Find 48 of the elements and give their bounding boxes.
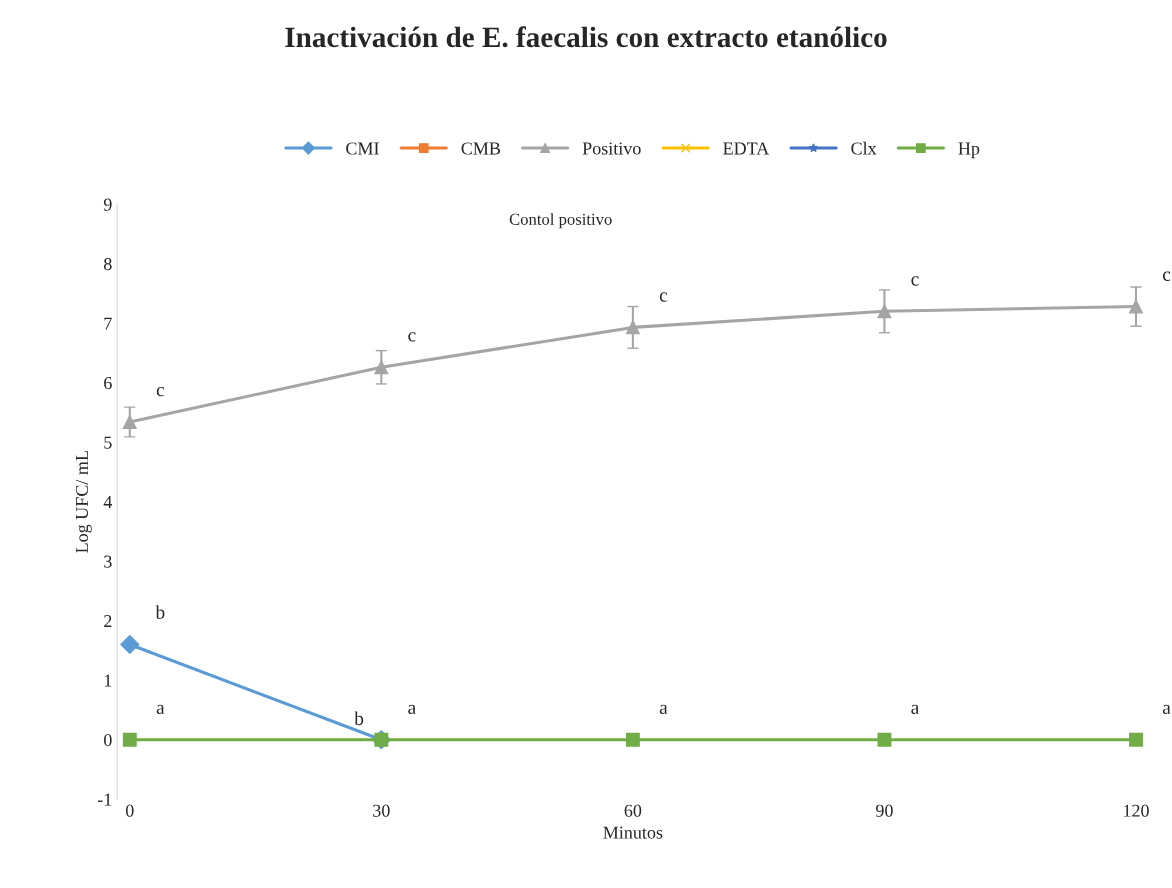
annotation: c: [1162, 271, 1171, 281]
point: [625, 320, 640, 335]
annotation: c: [659, 292, 668, 302]
point: [374, 360, 389, 375]
x-tick-label: 60: [624, 804, 642, 817]
annotation: b: [155, 605, 165, 619]
annotation: a: [659, 704, 668, 715]
x-tick-label: 30: [373, 804, 390, 817]
y-tick-label: 1: [104, 674, 112, 687]
y-tick-label: 3: [104, 555, 112, 568]
y-tick-label: 0: [104, 733, 112, 747]
annotation: a: [156, 704, 165, 715]
y-tick-label: 7: [104, 317, 112, 330]
chart-title: Inactivación de E. faecalis con extracto etanólico: [285, 26, 887, 48]
y-tick-label: 8: [104, 257, 112, 271]
point: [1129, 732, 1143, 747]
annotation: b: [354, 711, 364, 726]
x-tick-label: 0: [125, 804, 134, 817]
annotation: c: [911, 276, 919, 286]
point: [625, 732, 640, 747]
annotation: Contol positivo: [509, 213, 612, 229]
point: [877, 304, 892, 319]
legend-label: CMB: [461, 142, 501, 155]
point: [1129, 299, 1143, 314]
annotation: c: [408, 332, 416, 342]
legend-label: Clx: [851, 141, 877, 155]
y-axis-title: Log UFC/ mL: [75, 451, 92, 553]
point: [122, 415, 137, 429]
legend-label: CMI: [346, 142, 379, 155]
y-tick-label: 6: [104, 377, 112, 390]
point: [122, 732, 137, 747]
y-tick-label: 4: [103, 496, 113, 508]
x-axis-title: Minutos: [603, 826, 663, 839]
point: [877, 732, 892, 747]
annotation: a: [1162, 704, 1171, 715]
x-tick-label: 120: [1124, 804, 1149, 817]
annotation: a: [911, 704, 920, 715]
legend-label: EDTA: [723, 142, 770, 155]
y-tick-label: 9: [103, 198, 112, 211]
y-tick-label: 2: [104, 615, 112, 627]
x-tick-label: 90: [875, 804, 893, 817]
annotation: a: [408, 704, 416, 715]
y-tick-label: -1: [97, 793, 112, 806]
annotation: c: [156, 386, 165, 397]
legend-label: Hp: [958, 142, 980, 159]
point: [120, 634, 140, 655]
y-tick-label: 5: [104, 436, 112, 449]
legend-label: Positivo: [582, 142, 641, 155]
